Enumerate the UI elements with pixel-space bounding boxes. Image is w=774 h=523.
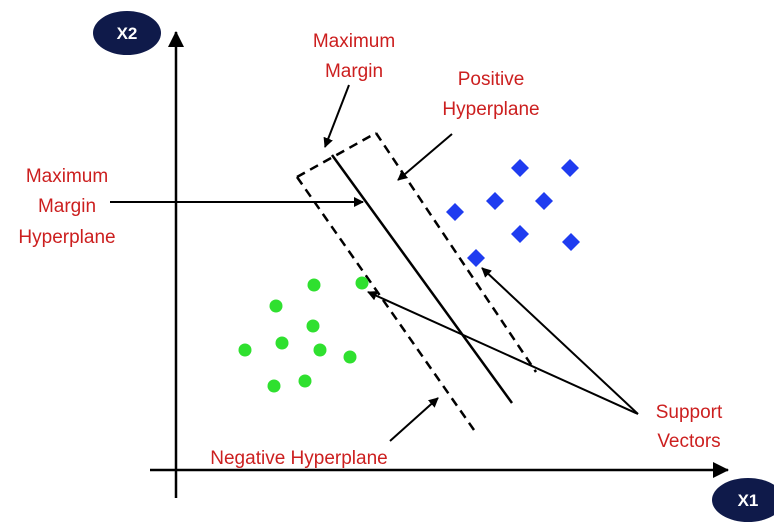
negative-point <box>275 336 289 350</box>
x1-badge-oval <box>712 478 774 522</box>
positive-point <box>535 192 553 210</box>
negative-point <box>306 319 320 333</box>
support-vector-arrow-negative <box>367 291 639 415</box>
negative-point <box>238 343 252 357</box>
maximum-margin-hyperplane-line <box>330 154 514 404</box>
negative-point <box>269 299 283 313</box>
positive-point <box>446 203 464 221</box>
positive-point <box>562 233 580 251</box>
maximum-margin-label: Maximum Margin <box>313 31 395 82</box>
positive-hyperplane-label-line-1: Positive <box>458 69 525 90</box>
negative-hyperplane-arrow <box>389 397 439 442</box>
x2-axis-label: X2 <box>117 24 138 43</box>
mmh-label-line-3: Hyperplane <box>18 227 115 248</box>
positive-hyperplane-label: Positive Hyperplane <box>442 69 539 120</box>
maximum-margin-label-line-1: Maximum <box>313 31 395 52</box>
positive-point <box>486 192 504 210</box>
mmh-label-line-2: Margin <box>38 196 96 217</box>
positive-point <box>561 159 579 177</box>
negative-point <box>307 278 321 292</box>
negative-hyperplane-label: Negative Hyperplane <box>210 448 387 469</box>
support-vector-arrow-positive <box>481 267 639 415</box>
negative-point <box>267 379 281 393</box>
negative-class-points <box>238 276 369 393</box>
negative-point <box>343 350 357 364</box>
maximum-margin-hyperplane-label: Maximum Margin Hyperplane <box>18 166 115 248</box>
positive-point <box>511 159 529 177</box>
x1-axis-badge: X1 <box>712 478 774 522</box>
x2-axis-badge: X2 <box>93 11 161 55</box>
positive-class-points <box>446 159 580 267</box>
negative-point <box>298 374 312 388</box>
negative-hyperplane-line <box>295 176 476 431</box>
positive-point <box>511 225 529 243</box>
negative-support-vector <box>355 276 369 290</box>
x1-axis-label: X1 <box>738 491 759 510</box>
maximum-margin-label-line-2: Margin <box>325 61 383 82</box>
negative-point <box>313 343 327 357</box>
positive-support-vector <box>467 249 485 267</box>
positive-hyperplane-label-line-2: Hyperplane <box>442 99 539 120</box>
x2-badge-oval <box>93 11 161 55</box>
support-vectors-label: Support Vectors <box>656 402 723 452</box>
support-vectors-label-line-1: Support <box>656 402 723 423</box>
maximum-margin-arrow <box>323 84 350 148</box>
support-vectors-label-line-2: Vectors <box>657 431 720 452</box>
positive-hyperplane-arrow <box>397 133 453 181</box>
margin-box-top-edge <box>296 131 377 179</box>
mmh-label-line-1: Maximum <box>26 166 108 187</box>
